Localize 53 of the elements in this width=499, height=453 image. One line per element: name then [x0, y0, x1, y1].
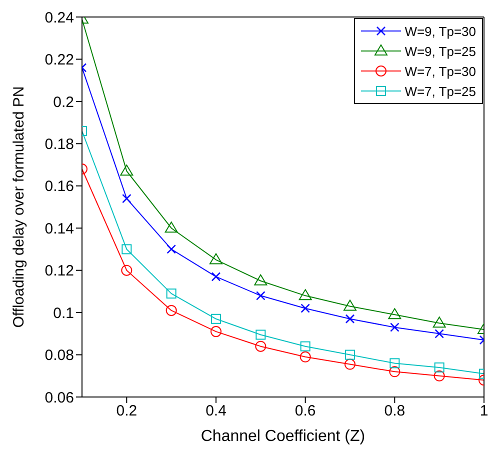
x-tick-label: 0.8 [384, 402, 406, 420]
point [211, 272, 221, 282]
point [122, 194, 132, 204]
point [389, 366, 400, 378]
y-tick-label: 0.18 [44, 136, 74, 153]
legend-label: W=9, Tp=25 [404, 44, 476, 58]
point [344, 300, 356, 311]
point [434, 362, 444, 372]
x-tick-label: 0.4 [206, 402, 226, 420]
y-tick-label: 0.2 [53, 94, 74, 111]
point [434, 370, 445, 382]
point [345, 350, 355, 360]
point [432, 316, 446, 328]
point [298, 289, 312, 300]
point [121, 264, 132, 276]
y-tick-label: 0.16 [44, 178, 74, 196]
legend-label: W=9, Tp=30 [404, 24, 476, 38]
legend-label: W=7, Tp=30 [404, 64, 476, 78]
point [300, 341, 310, 352]
point [256, 291, 266, 300]
x-tick-label: 0.2 [116, 402, 138, 420]
point [120, 164, 134, 176]
point [256, 330, 266, 340]
point [122, 244, 132, 254]
legend-label: W=7, Tp=25 [404, 84, 476, 98]
point [344, 358, 356, 370]
point [390, 358, 400, 368]
y-tick-label: 0.24 [44, 9, 74, 26]
point [166, 244, 176, 254]
point [434, 329, 444, 338]
point [255, 340, 266, 352]
point [300, 304, 310, 313]
y-tick-label: 0.1 [53, 304, 74, 322]
x-axis-title: Channel Coefficient (Z) [200, 428, 366, 445]
point [164, 222, 178, 233]
point [345, 314, 355, 324]
y-axis-title: Offloading delay over formulated PN [10, 86, 28, 328]
point [210, 326, 222, 338]
point [211, 314, 221, 324]
point [210, 253, 222, 264]
x-tick-label: 0.6 [294, 402, 316, 420]
y-tick-label: 0.14 [44, 220, 74, 238]
y-tick-label: 0.06 [44, 389, 74, 406]
point [254, 274, 268, 286]
point [300, 351, 311, 362]
y-tick-label: 0.08 [44, 347, 74, 364]
y-tick-label: 0.12 [44, 262, 74, 280]
point [388, 308, 402, 320]
point [390, 322, 400, 332]
x-tick-label: 1 [480, 402, 488, 420]
y-tick-label: 0.22 [44, 52, 74, 69]
point [166, 304, 177, 316]
point [166, 288, 176, 299]
